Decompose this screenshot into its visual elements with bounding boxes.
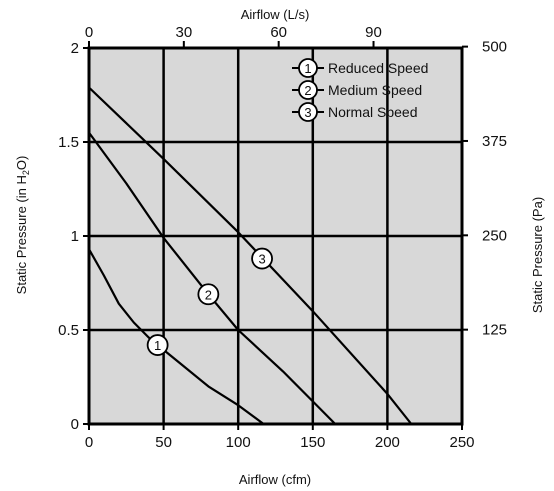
legend: 1 Reduced Speed 2 Medium Speed 3 Normal Speed — [292, 58, 428, 122]
series-line-3 — [88, 86, 413, 425]
legend-entry-3: Normal Speed — [328, 104, 418, 120]
y2-tick-label: 375 — [482, 133, 507, 150]
y2-tick-label: 500 — [482, 39, 507, 56]
legend-marker-2 — [298, 80, 318, 100]
series-line-2 — [88, 131, 336, 425]
x2-axis-label: Airflow (L/s) — [241, 7, 310, 22]
x2-tick-label: 30 — [175, 24, 192, 41]
y2-axis-label: Static Pressure (Pa) — [530, 197, 545, 313]
series-marker-1 — [146, 334, 169, 356]
series-marker-label-2: 2 — [205, 287, 212, 302]
y-tick-label: 0 — [71, 416, 79, 433]
legend-marker-label-3: 3 — [304, 105, 311, 120]
y-tick-label: 1 — [71, 228, 79, 245]
y-tick-label: 2 — [71, 40, 79, 57]
series-marker-3 — [251, 247, 273, 270]
y-tick-label: 1.5 — [58, 134, 79, 151]
y-axis-label-sub: 2 — [21, 170, 31, 175]
x-tick-label: 0 — [85, 434, 93, 451]
x-tick-label: 100 — [226, 434, 251, 451]
series-marker-2 — [197, 283, 220, 306]
y2-tick-label: 125 — [482, 322, 507, 339]
y2-tick-label: 250 — [482, 227, 507, 244]
y-tick-label: 0.5 — [58, 322, 79, 339]
legend-marker-label-2: 2 — [304, 83, 311, 98]
series-marker-label-3: 3 — [258, 252, 265, 267]
legend-marker-1 — [298, 58, 318, 78]
series-marker-label-1: 1 — [154, 338, 161, 353]
legend-marker-label-1: 1 — [304, 61, 311, 76]
x2-tick-label: 90 — [365, 24, 382, 41]
y-axis-label-pre: Static Pressure (in H — [14, 175, 29, 294]
legend-entry-1: Reduced Speed — [328, 60, 428, 76]
x-tick-label: 50 — [155, 434, 172, 451]
legend-marker-3 — [298, 102, 318, 122]
y-axis-label: Static Pressure (in H2O) — [14, 156, 31, 295]
x-tick-label: 200 — [375, 434, 400, 451]
legend-entry-2: Medium Speed — [328, 82, 422, 98]
series-markers: 1 2 3 — [146, 247, 273, 356]
y-axis-label-post: O) — [14, 156, 29, 170]
x2-tick-label: 0 — [85, 24, 93, 41]
x2-tick-label: 60 — [270, 24, 287, 41]
x-tick-label: 250 — [449, 434, 474, 451]
x-tick-label: 150 — [300, 434, 325, 451]
x-axis-label: Airflow (cfm) — [239, 472, 311, 487]
